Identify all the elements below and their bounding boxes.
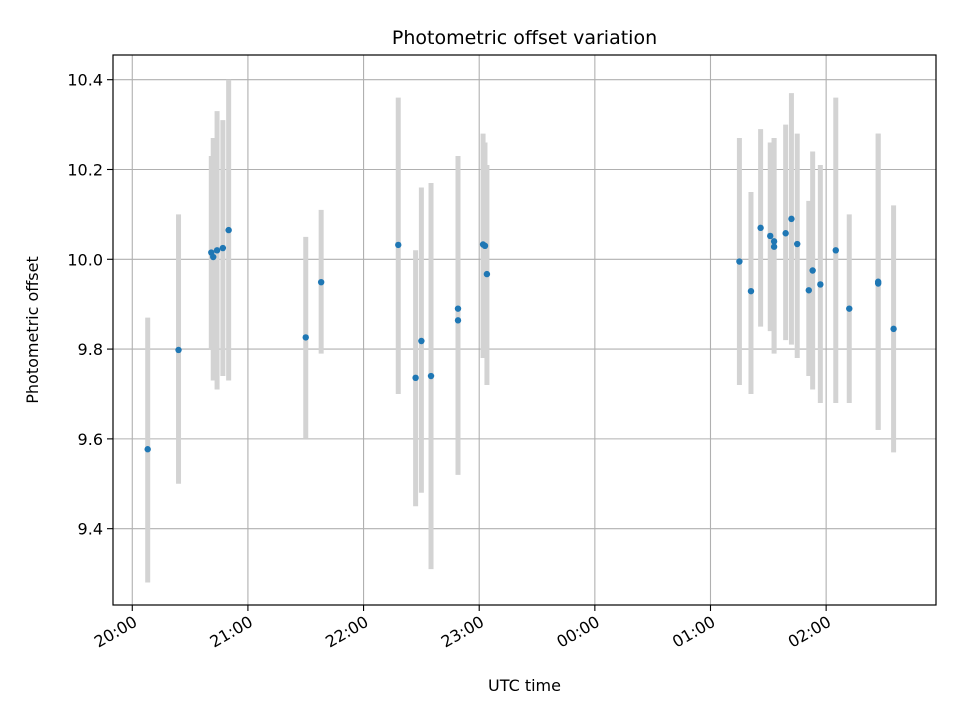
plot-area-frame [112,54,937,606]
data-point [770,238,778,245]
data-point [805,287,812,294]
data-point [809,267,816,274]
y-tick-label: 10.4 [67,71,103,90]
data-point [317,278,325,286]
y-tick-label: 9.8 [78,340,103,359]
data-point [219,244,227,252]
data-point [770,243,778,250]
data-point [225,226,232,234]
data-points [144,215,897,453]
data-point [794,240,801,248]
y-tick-label: 9.6 [78,430,103,449]
data-point [454,317,462,324]
data-point [144,446,151,453]
data-point [782,230,789,237]
data-point [874,278,882,285]
data-point [481,242,489,250]
y-axis-title: Photometric offset [23,256,42,404]
data-point [747,287,755,295]
x-axis-title: UTC time [488,676,561,695]
data-point [736,258,743,265]
y-tick-label: 9.4 [78,520,103,539]
data-point [412,374,419,382]
data-point [757,224,764,232]
data-point [890,325,897,333]
data-point [302,334,309,341]
data-point [483,270,491,278]
y-tick-label: 10.0 [67,250,103,269]
data-point [210,253,217,261]
chart-title: Photometric offset variation [392,27,657,49]
data-point [817,281,824,288]
data-point [767,232,774,240]
y-tick-label: 10.2 [67,160,103,179]
data-point [213,247,221,254]
data-point [846,305,853,312]
data-point [395,241,402,249]
y-axis-ticks: 9.4 9.6 9.8 10.0 10.2 10.4 [67,71,113,539]
data-point [832,247,839,254]
data-point [175,346,182,354]
data-point [788,215,795,223]
data-point [418,337,425,345]
data-point [454,305,462,312]
data-point [427,372,435,380]
